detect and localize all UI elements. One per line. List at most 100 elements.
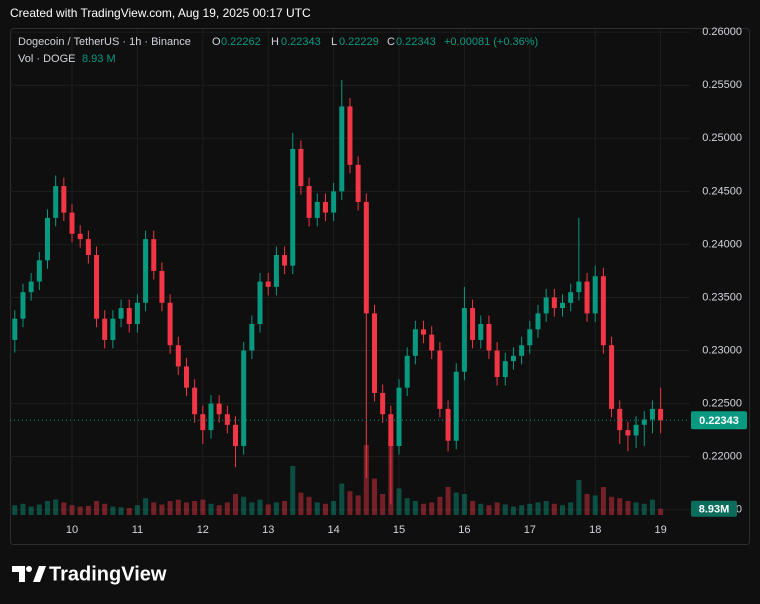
candle-body	[28, 281, 34, 293]
candle-body	[322, 201, 328, 213]
y-tick-label: 0.22500	[702, 397, 742, 409]
candle-body	[265, 281, 271, 287]
volume-bar	[322, 503, 328, 515]
candle-body	[77, 233, 83, 240]
candle-body	[380, 392, 386, 415]
volume-bar	[12, 505, 18, 515]
candle-body	[527, 329, 533, 346]
x-tick-label: 16	[458, 524, 470, 536]
x-tick-label: 15	[393, 524, 405, 536]
candle-body	[53, 186, 59, 218]
volume-bar	[445, 487, 451, 515]
candle-body	[641, 419, 647, 425]
candle-body	[151, 239, 157, 271]
candle-body	[61, 186, 67, 213]
volume-bar	[265, 504, 271, 515]
candle-body	[478, 323, 484, 340]
volume-bar	[134, 505, 140, 515]
y-tick-label: 0.24000	[702, 238, 742, 250]
volume-bar	[159, 504, 165, 515]
volume-bar	[298, 492, 304, 515]
volume-bar	[77, 506, 83, 515]
volume-bar	[69, 505, 75, 515]
candle-body	[576, 281, 582, 293]
volume-bar	[118, 507, 124, 515]
change: +0.00081 (+0.36%)	[444, 36, 538, 48]
volume-bar	[61, 502, 67, 515]
volume-pane	[12, 438, 664, 515]
candle-body	[36, 260, 42, 282]
volume-bar	[53, 499, 59, 515]
volume-bar	[429, 502, 435, 515]
volume-badge-label: 8.93M	[699, 504, 730, 516]
volume-bar	[609, 496, 615, 515]
volume-bar	[216, 505, 222, 515]
candle-body	[44, 217, 50, 261]
candle-body	[159, 270, 165, 303]
volume-bar	[543, 501, 549, 515]
volume-bar	[314, 502, 320, 515]
candle-body	[200, 414, 206, 431]
candle-body	[282, 255, 288, 266]
volume-bar	[527, 503, 533, 515]
candle-body	[306, 186, 312, 218]
candle-body	[388, 414, 394, 447]
grid	[10, 29, 690, 515]
candle-body	[69, 212, 75, 234]
candle-body	[494, 350, 500, 378]
last-price-badge	[691, 411, 747, 430]
candle-body	[110, 318, 116, 340]
volume-bar	[28, 506, 34, 515]
x-tick-label: 11	[132, 524, 143, 536]
volume-bar	[371, 478, 377, 515]
x-tick-label: 14	[327, 524, 339, 536]
candle-body	[437, 350, 443, 409]
candle-body	[404, 355, 410, 388]
x-tick-label: 19	[654, 524, 666, 536]
candle-body	[445, 408, 451, 441]
y-tick-label: 0.25000	[702, 132, 742, 144]
volume-bar	[437, 496, 443, 515]
candle-body	[421, 329, 427, 335]
candle-body	[625, 430, 631, 436]
volume-bar	[339, 483, 345, 515]
volume-bar	[249, 502, 255, 515]
volume-bar	[290, 466, 296, 515]
candle-body	[347, 106, 353, 165]
volume-bar	[470, 501, 476, 515]
volume-bar	[396, 488, 402, 515]
volume-bar	[568, 502, 574, 515]
volume-bar	[175, 499, 181, 515]
logo-text: TradingView	[49, 563, 167, 585]
candle-body	[208, 403, 214, 431]
candle-body	[12, 318, 18, 340]
volume-bar	[592, 495, 598, 515]
candle-body	[134, 302, 140, 324]
candle-body	[551, 297, 557, 309]
volume-bar	[600, 487, 606, 515]
candle-body	[257, 281, 263, 324]
x-tick-label: 12	[197, 524, 209, 536]
volume-bar	[192, 501, 198, 515]
candle-body	[519, 345, 525, 356]
volume-bar	[44, 501, 50, 515]
volume-bar	[510, 506, 516, 515]
symbol: Dogecoin / TetherUS · 1h · Binance	[18, 36, 191, 48]
candle-body	[429, 334, 435, 351]
volume-bar	[224, 502, 230, 515]
volume-bar	[282, 501, 288, 515]
candle-body	[560, 302, 566, 309]
candle-body	[94, 255, 100, 319]
candle-body	[592, 276, 598, 314]
volume-bar	[183, 502, 189, 515]
candle-body	[470, 308, 476, 340]
volume-bar	[20, 503, 26, 515]
c-value: 0.22343	[396, 36, 436, 48]
candle-body	[126, 308, 132, 324]
candle-body	[85, 239, 91, 256]
candle-body	[502, 361, 508, 378]
candle-body	[167, 302, 173, 346]
c-label: C	[387, 36, 395, 48]
volume-bar	[347, 491, 353, 515]
logo: TradingView	[12, 563, 167, 585]
